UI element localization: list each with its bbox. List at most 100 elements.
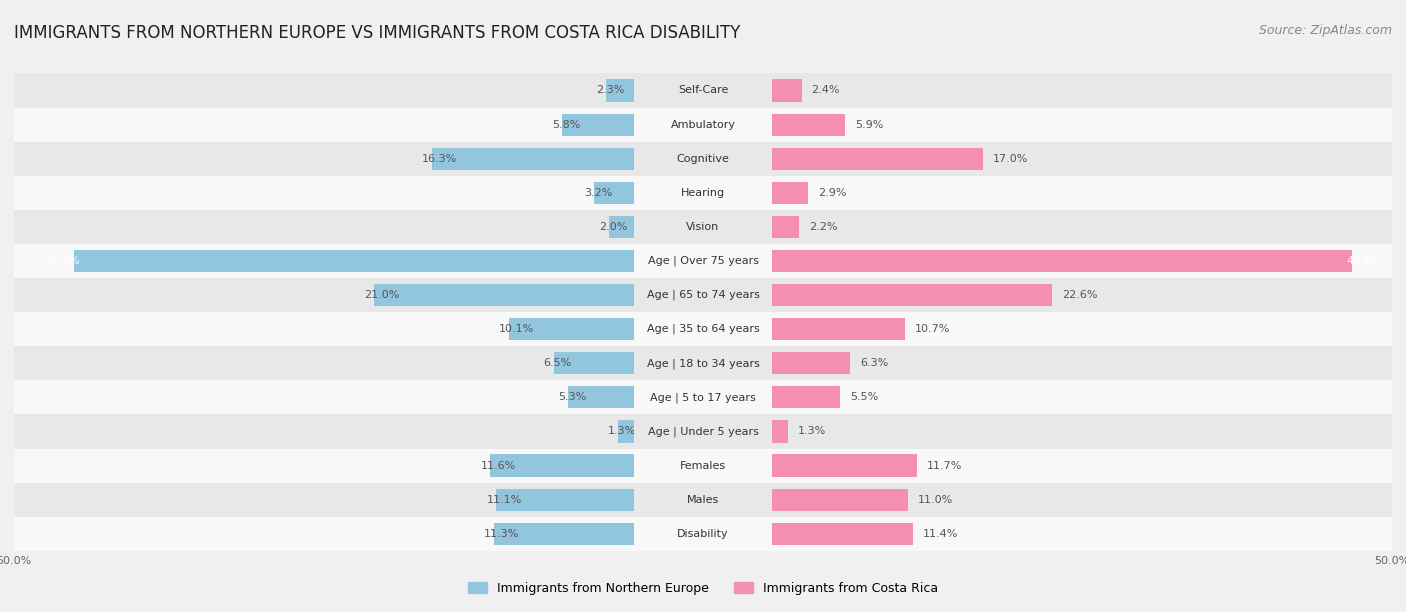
Bar xyxy=(634,346,772,380)
Bar xyxy=(634,517,772,551)
Bar xyxy=(772,483,1392,517)
Legend: Immigrants from Northern Europe, Immigrants from Costa Rica: Immigrants from Northern Europe, Immigra… xyxy=(463,577,943,600)
Text: 5.5%: 5.5% xyxy=(851,392,879,402)
Text: 1.3%: 1.3% xyxy=(607,427,637,436)
Text: Vision: Vision xyxy=(686,222,720,232)
Text: IMMIGRANTS FROM NORTHERN EUROPE VS IMMIGRANTS FROM COSTA RICA DISABILITY: IMMIGRANTS FROM NORTHERN EUROPE VS IMMIG… xyxy=(14,24,741,42)
Bar xyxy=(772,80,801,102)
Bar xyxy=(609,216,634,238)
Bar xyxy=(14,108,634,141)
Bar xyxy=(73,250,634,272)
Bar xyxy=(14,210,634,244)
Text: 3.2%: 3.2% xyxy=(585,188,613,198)
Text: 22.6%: 22.6% xyxy=(1062,290,1098,300)
Text: Age | 18 to 34 years: Age | 18 to 34 years xyxy=(647,358,759,368)
Text: Ambulatory: Ambulatory xyxy=(671,119,735,130)
Bar xyxy=(634,380,772,414)
Text: 17.0%: 17.0% xyxy=(993,154,1028,163)
Text: 11.1%: 11.1% xyxy=(486,494,522,505)
Bar xyxy=(14,244,634,278)
Text: 2.4%: 2.4% xyxy=(811,86,839,95)
Bar xyxy=(634,483,772,517)
Text: 45.2%: 45.2% xyxy=(44,256,80,266)
Text: Age | Over 75 years: Age | Over 75 years xyxy=(648,256,758,266)
Bar xyxy=(772,517,1392,551)
Bar xyxy=(14,483,634,517)
Bar xyxy=(772,73,1392,108)
Bar xyxy=(14,346,634,380)
Bar xyxy=(772,113,845,136)
Bar xyxy=(772,216,799,238)
Bar xyxy=(491,455,634,477)
Bar xyxy=(772,523,914,545)
Bar xyxy=(634,210,772,244)
Bar xyxy=(634,449,772,483)
Bar xyxy=(432,147,634,170)
Text: 6.5%: 6.5% xyxy=(544,358,572,368)
Bar xyxy=(772,141,1392,176)
Bar xyxy=(562,113,634,136)
Bar xyxy=(772,108,1392,141)
Text: 21.0%: 21.0% xyxy=(364,290,399,300)
Text: 2.9%: 2.9% xyxy=(818,188,846,198)
Bar xyxy=(772,346,1392,380)
Bar xyxy=(509,318,634,340)
Bar xyxy=(14,312,634,346)
Text: 46.8%: 46.8% xyxy=(1346,256,1382,266)
Text: Disability: Disability xyxy=(678,529,728,539)
Bar xyxy=(595,182,634,204)
Text: 10.1%: 10.1% xyxy=(499,324,534,334)
Text: Males: Males xyxy=(688,494,718,505)
Text: 11.4%: 11.4% xyxy=(924,529,959,539)
Text: Age | 65 to 74 years: Age | 65 to 74 years xyxy=(647,290,759,300)
Bar xyxy=(14,414,634,449)
Bar xyxy=(772,352,851,375)
Text: 5.3%: 5.3% xyxy=(558,392,586,402)
Text: Cognitive: Cognitive xyxy=(676,154,730,163)
Bar xyxy=(772,420,787,442)
Bar xyxy=(634,176,772,210)
Bar xyxy=(772,414,1392,449)
Text: 11.6%: 11.6% xyxy=(481,461,516,471)
Text: Females: Females xyxy=(681,461,725,471)
Bar xyxy=(772,488,908,511)
Text: 2.2%: 2.2% xyxy=(808,222,838,232)
Text: Source: ZipAtlas.com: Source: ZipAtlas.com xyxy=(1258,24,1392,37)
Bar xyxy=(772,386,841,408)
Text: Age | 5 to 17 years: Age | 5 to 17 years xyxy=(650,392,756,403)
Bar xyxy=(14,278,634,312)
Bar xyxy=(619,420,634,442)
Bar xyxy=(14,517,634,551)
Text: Age | 35 to 64 years: Age | 35 to 64 years xyxy=(647,324,759,334)
Bar xyxy=(772,244,1392,278)
Text: 2.0%: 2.0% xyxy=(599,222,627,232)
Bar xyxy=(772,210,1392,244)
Bar xyxy=(634,244,772,278)
Bar xyxy=(772,176,1392,210)
Text: Hearing: Hearing xyxy=(681,188,725,198)
Bar xyxy=(634,108,772,141)
Bar xyxy=(634,73,772,108)
Text: 10.7%: 10.7% xyxy=(914,324,950,334)
Bar xyxy=(772,455,917,477)
Bar xyxy=(772,278,1392,312)
Text: 6.3%: 6.3% xyxy=(860,358,889,368)
Text: 16.3%: 16.3% xyxy=(422,154,457,163)
Bar xyxy=(772,250,1353,272)
Text: 1.3%: 1.3% xyxy=(799,427,827,436)
Bar xyxy=(554,352,634,375)
Text: 5.8%: 5.8% xyxy=(553,119,581,130)
Bar xyxy=(634,414,772,449)
Bar xyxy=(606,80,634,102)
Bar xyxy=(772,147,983,170)
Bar xyxy=(568,386,634,408)
Bar xyxy=(494,523,634,545)
Bar xyxy=(374,284,634,306)
Bar xyxy=(14,380,634,414)
Text: Self-Care: Self-Care xyxy=(678,86,728,95)
Bar xyxy=(634,312,772,346)
Bar xyxy=(772,318,904,340)
Bar xyxy=(772,182,808,204)
Text: 11.0%: 11.0% xyxy=(918,494,953,505)
Bar xyxy=(634,278,772,312)
